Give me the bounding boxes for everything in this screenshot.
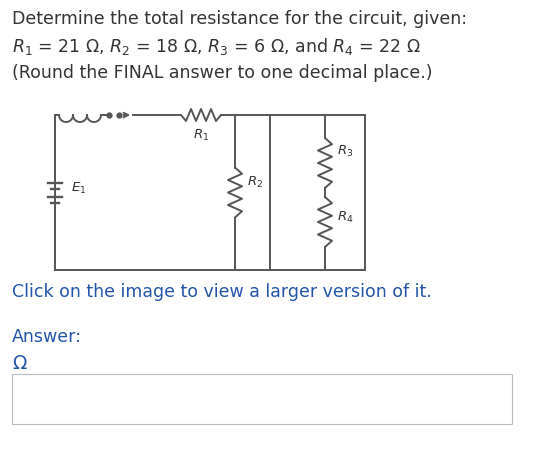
Text: $R_1$: $R_1$ (193, 128, 209, 143)
Text: Determine the total resistance for the circuit, given:: Determine the total resistance for the c… (12, 10, 467, 28)
Text: $R_4$: $R_4$ (337, 209, 354, 225)
Text: Ω: Ω (12, 354, 26, 373)
Text: Click on the image to view a larger version of it.: Click on the image to view a larger vers… (12, 283, 432, 301)
Text: $R_2$: $R_2$ (247, 175, 263, 190)
Text: $E_1$: $E_1$ (71, 181, 86, 196)
Text: $R_1$ = 21 $\Omega$, $R_2$ = 18 $\Omega$, $R_3$ = 6 $\Omega$, and $R_4$ = 22 $\O: $R_1$ = 21 $\Omega$, $R_2$ = 18 $\Omega$… (12, 36, 421, 57)
Text: $R_3$: $R_3$ (337, 144, 353, 158)
FancyBboxPatch shape (12, 374, 512, 424)
Text: (Round the FINAL answer to one decimal place.): (Round the FINAL answer to one decimal p… (12, 64, 432, 82)
Text: Answer:: Answer: (12, 328, 82, 346)
